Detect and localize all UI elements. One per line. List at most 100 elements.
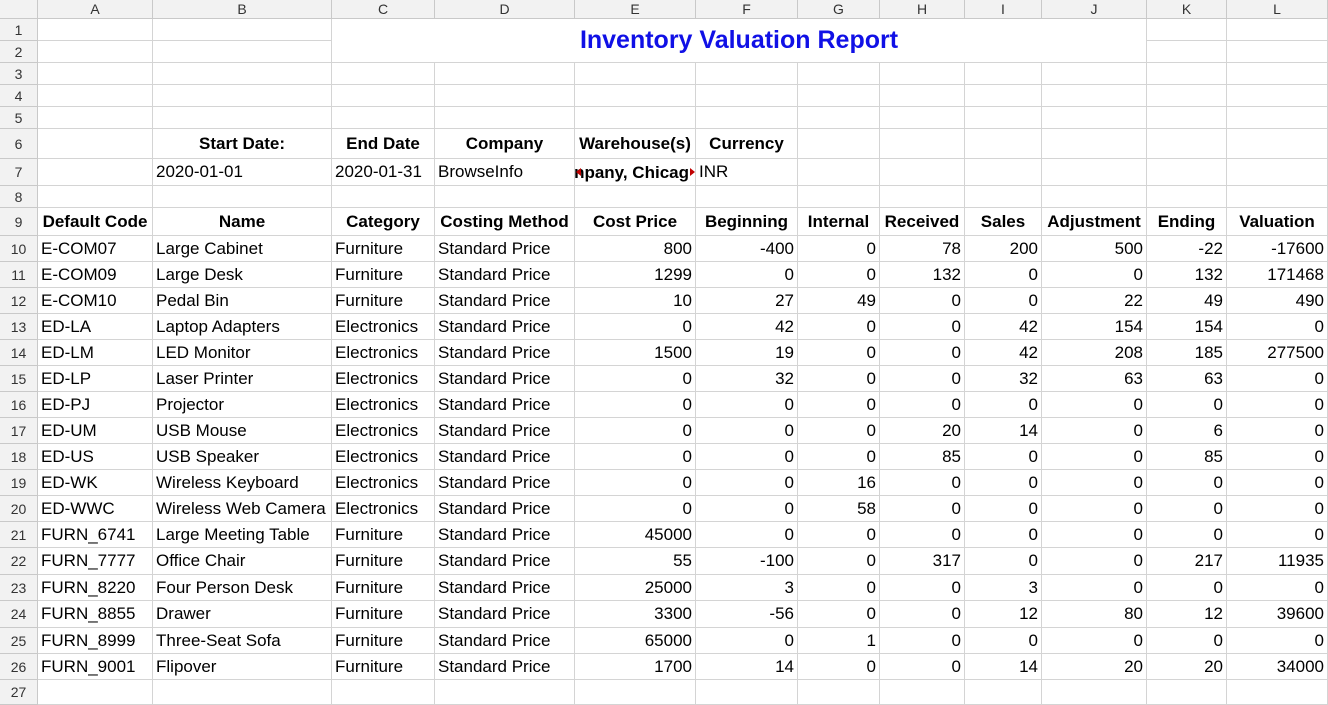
table-cell[interactable]: 154	[1147, 314, 1227, 340]
table-cell[interactable]: USB Speaker	[153, 444, 332, 470]
table-cell[interactable]: Standard Price	[435, 548, 575, 575]
empty-cell[interactable]	[332, 107, 435, 129]
empty-cell[interactable]	[332, 186, 435, 208]
empty-cell[interactable]	[575, 107, 696, 129]
table-cell[interactable]: 0	[798, 262, 880, 288]
table-cell[interactable]: Standard Price	[435, 288, 575, 314]
warehouse-label[interactable]: Warehouse(s)	[575, 129, 696, 159]
table-cell[interactable]: Furniture	[332, 548, 435, 575]
empty-cell[interactable]	[1227, 41, 1328, 63]
empty-cell[interactable]	[1042, 680, 1147, 705]
table-cell[interactable]: 19	[696, 340, 798, 366]
empty-cell[interactable]	[1042, 63, 1147, 85]
table-cell[interactable]: 0	[798, 418, 880, 444]
empty-cell[interactable]	[965, 186, 1042, 208]
table-cell[interactable]: 0	[798, 340, 880, 366]
row-header-10[interactable]: 10	[0, 236, 38, 262]
column-header-e[interactable]: E	[575, 0, 696, 19]
table-cell[interactable]: Electronics	[332, 366, 435, 392]
table-cell[interactable]: 78	[880, 236, 965, 262]
table-cell[interactable]: Laptop Adapters	[153, 314, 332, 340]
table-cell[interactable]: Large Meeting Table	[153, 522, 332, 548]
row-header-7[interactable]: 7	[0, 159, 38, 186]
start-date-label[interactable]: Start Date:	[153, 129, 332, 159]
table-cell[interactable]: 14	[696, 654, 798, 680]
table-cell[interactable]: 0	[1042, 444, 1147, 470]
table-cell[interactable]: ED-UM	[38, 418, 153, 444]
table-cell[interactable]: 39600	[1227, 601, 1328, 628]
table-cell[interactable]: 1500	[575, 340, 696, 366]
table-cell[interactable]: 0	[880, 575, 965, 601]
table-cell[interactable]: 0	[1042, 470, 1147, 496]
table-cell[interactable]: Furniture	[332, 236, 435, 262]
table-cell[interactable]: ED-LA	[38, 314, 153, 340]
table-cell[interactable]: Drawer	[153, 601, 332, 628]
table-cell[interactable]: 500	[1042, 236, 1147, 262]
table-cell[interactable]: 0	[798, 236, 880, 262]
empty-cell[interactable]	[798, 107, 880, 129]
table-cell[interactable]: Standard Price	[435, 601, 575, 628]
empty-cell[interactable]	[880, 186, 965, 208]
table-cell[interactable]: 0	[696, 392, 798, 418]
row-header-24[interactable]: 24	[0, 601, 38, 628]
table-cell[interactable]: 42	[696, 314, 798, 340]
table-cell[interactable]: 185	[1147, 340, 1227, 366]
empty-cell[interactable]	[1227, 186, 1328, 208]
table-cell[interactable]: 85	[1147, 444, 1227, 470]
end-date-value[interactable]: 2020-01-31	[332, 159, 435, 186]
empty-cell[interactable]	[1227, 107, 1328, 129]
table-cell[interactable]: Wireless Keyboard	[153, 470, 332, 496]
row-header-4[interactable]: 4	[0, 85, 38, 107]
table-cell[interactable]: Furniture	[332, 262, 435, 288]
table-cell[interactable]: 0	[965, 288, 1042, 314]
select-all-corner[interactable]	[0, 0, 38, 19]
table-cell[interactable]: FURN_7777	[38, 548, 153, 575]
row-header-3[interactable]: 3	[0, 63, 38, 85]
column-title-default-code[interactable]: Default Code	[38, 208, 153, 236]
empty-cell[interactable]	[1042, 159, 1147, 186]
row-header-15[interactable]: 15	[0, 366, 38, 392]
empty-cell[interactable]	[1147, 107, 1227, 129]
table-cell[interactable]: 0	[965, 470, 1042, 496]
table-cell[interactable]: Electronics	[332, 418, 435, 444]
table-cell[interactable]: 3300	[575, 601, 696, 628]
table-cell[interactable]: ED-US	[38, 444, 153, 470]
table-cell[interactable]: Standard Price	[435, 366, 575, 392]
table-cell[interactable]: ED-WWC	[38, 496, 153, 522]
currency-label[interactable]: Currency	[696, 129, 798, 159]
table-cell[interactable]: 171468	[1227, 262, 1328, 288]
table-cell[interactable]: 0	[1147, 575, 1227, 601]
empty-cell[interactable]	[38, 41, 153, 63]
empty-cell[interactable]	[38, 85, 153, 107]
table-cell[interactable]: 20	[1147, 654, 1227, 680]
table-cell[interactable]: 58	[798, 496, 880, 522]
table-cell[interactable]: 12	[1147, 601, 1227, 628]
empty-cell[interactable]	[153, 680, 332, 705]
row-header-8[interactable]: 8	[0, 186, 38, 208]
table-cell[interactable]: 0	[696, 470, 798, 496]
table-cell[interactable]: 10	[575, 288, 696, 314]
table-cell[interactable]: ED-WK	[38, 470, 153, 496]
table-cell[interactable]: Wireless Web Camera	[153, 496, 332, 522]
empty-cell[interactable]	[575, 186, 696, 208]
table-cell[interactable]: 0	[1147, 470, 1227, 496]
table-cell[interactable]: 20	[880, 418, 965, 444]
empty-cell[interactable]	[38, 186, 153, 208]
table-cell[interactable]: Furniture	[332, 288, 435, 314]
table-cell[interactable]: 0	[798, 575, 880, 601]
row-header-26[interactable]: 26	[0, 654, 38, 680]
empty-cell[interactable]	[880, 159, 965, 186]
table-cell[interactable]: Laser Printer	[153, 366, 332, 392]
table-cell[interactable]: Pedal Bin	[153, 288, 332, 314]
column-header-l[interactable]: L	[1227, 0, 1328, 19]
table-cell[interactable]: 63	[1042, 366, 1147, 392]
table-cell[interactable]: FURN_9001	[38, 654, 153, 680]
row-header-21[interactable]: 21	[0, 522, 38, 548]
table-cell[interactable]: Standard Price	[435, 418, 575, 444]
company-label[interactable]: Company	[435, 129, 575, 159]
table-cell[interactable]: Furniture	[332, 522, 435, 548]
empty-cell[interactable]	[696, 186, 798, 208]
row-header-11[interactable]: 11	[0, 262, 38, 288]
empty-cell[interactable]	[1147, 129, 1227, 159]
empty-cell[interactable]	[1147, 19, 1227, 41]
